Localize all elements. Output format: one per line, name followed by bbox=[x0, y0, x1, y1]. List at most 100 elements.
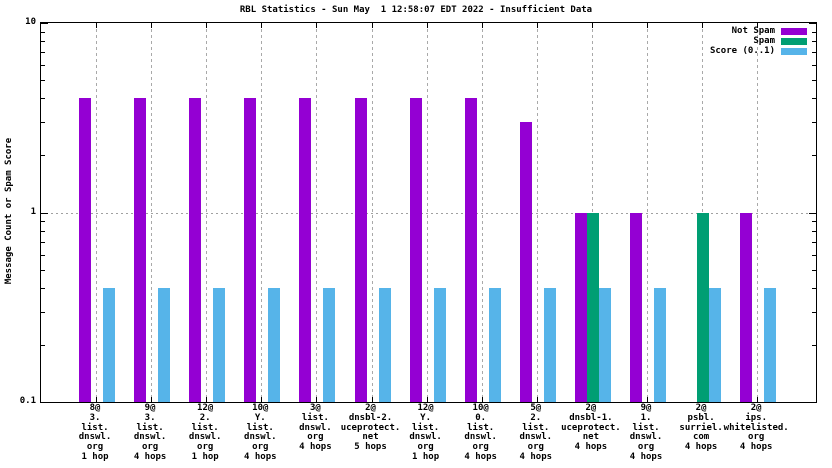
x-tick-label-line: Y. bbox=[254, 412, 266, 423]
x-tick-mark bbox=[481, 397, 483, 402]
x-tick-label-line: 10@ bbox=[472, 403, 489, 413]
bar-not-spam bbox=[354, 98, 367, 402]
x-tick-label-line: surriel. bbox=[679, 422, 723, 433]
legend: Not Spam Spam Score (0..1) bbox=[40, 26, 807, 56]
y-tick-mark bbox=[41, 269, 45, 271]
x-tick-mark bbox=[316, 23, 318, 28]
bar-not-spam bbox=[630, 212, 642, 402]
x-tick-label-line: 1. bbox=[640, 412, 652, 423]
x-tick-label-line: dnswl. bbox=[78, 432, 112, 443]
x-tick-label-line: list. bbox=[136, 422, 164, 433]
y-tick-mark bbox=[812, 269, 816, 271]
x-tick-mark bbox=[151, 397, 153, 402]
y-tick-mark bbox=[812, 311, 816, 313]
x-tick-label-line: Y. bbox=[420, 412, 432, 423]
x-tick-label-line: 4 hops bbox=[629, 451, 663, 462]
y-tick-mark bbox=[41, 31, 45, 33]
x-tick-mark bbox=[261, 23, 263, 28]
x-tick-label-line: 0. bbox=[475, 412, 487, 423]
y-tick-mark bbox=[41, 65, 45, 67]
bar-not-spam bbox=[299, 98, 312, 402]
y-tick-label: 0.1 bbox=[19, 396, 36, 406]
x-tick-label-line: dnswl. bbox=[244, 432, 277, 443]
x-tick-label: 12@ Y. list. dnswl. org 1 hop bbox=[409, 403, 442, 463]
x-tick-label-line: dnswl. bbox=[519, 432, 553, 443]
x-tick-label-line: 4 hops bbox=[739, 442, 773, 453]
x-tick-label: 9@ 1. list. dnswl. org 4 hops bbox=[629, 403, 663, 463]
x-tick-mark bbox=[481, 23, 483, 28]
x-tick-label-line: list. bbox=[191, 422, 219, 433]
x-tick-label-line: list. bbox=[246, 422, 274, 433]
x-tick-label-line: org bbox=[307, 432, 324, 443]
x-tick-label: 9@ 3. list. dnswl. org 4 hops bbox=[133, 403, 167, 463]
x-tick-mark bbox=[647, 397, 648, 402]
x-tick-mark bbox=[371, 23, 373, 28]
x-tick-mark bbox=[757, 397, 759, 402]
bar-not-spam bbox=[244, 98, 257, 402]
x-tick-mark bbox=[96, 23, 97, 28]
x-tick-label-line: 5 hops bbox=[354, 442, 387, 453]
x-tick-label-line: org bbox=[472, 442, 489, 453]
x-tick-label-line: 5@ bbox=[530, 403, 542, 413]
x-tick-label-line: list. bbox=[467, 422, 495, 433]
y-tick-mark bbox=[812, 80, 816, 82]
x-tick-label-line: 3. bbox=[144, 412, 156, 423]
x-tick-label-line: 2@ bbox=[585, 403, 597, 413]
bar-not-spam bbox=[740, 212, 753, 402]
x-tick-label-line: net bbox=[362, 432, 379, 443]
y-tick-label: 1 bbox=[30, 206, 36, 217]
x-tick-label-line: 12@ bbox=[417, 403, 434, 413]
x-tick-label-line: psbl. bbox=[687, 412, 715, 423]
x-tick-label-line: uceprotect. bbox=[340, 422, 401, 433]
y-tick-mark bbox=[41, 155, 45, 157]
y-tick-mark bbox=[41, 98, 45, 100]
x-tick-mark bbox=[426, 397, 428, 402]
y-tick-mark bbox=[812, 52, 816, 54]
bar-not-spam bbox=[79, 98, 91, 402]
x-tick-label-line: org bbox=[141, 442, 159, 453]
y-tick-mark bbox=[812, 230, 816, 232]
x-tick-label-line: net bbox=[582, 432, 600, 443]
bar-score-0-1- bbox=[433, 287, 446, 402]
y-tick-mark bbox=[809, 212, 816, 214]
x-tick-label-line: list. bbox=[522, 422, 550, 433]
bar-score-0-1- bbox=[323, 287, 336, 402]
y-tick-mark bbox=[812, 221, 816, 223]
bar-score-0-1- bbox=[598, 287, 611, 402]
bar-spam bbox=[697, 212, 710, 402]
x-tick-label-line: 2. bbox=[530, 412, 542, 423]
bar-not-spam bbox=[409, 98, 422, 402]
bar-score-0-1- bbox=[764, 287, 777, 402]
x-tick-label-line: dnswl. bbox=[629, 432, 663, 443]
bar-score-0-1- bbox=[103, 287, 115, 402]
bar-score-0-1- bbox=[709, 287, 722, 402]
x-tick-label-line: dnswl. bbox=[133, 432, 167, 443]
y-tick-mark bbox=[812, 254, 816, 256]
x-tick-label-line: 4 hops bbox=[133, 451, 167, 462]
x-tick-label: 10@ 0. list. dnswl. org 4 hops bbox=[464, 403, 497, 463]
y-tick-mark bbox=[812, 122, 816, 124]
bar-score-0-1- bbox=[654, 287, 666, 402]
y-tick-mark bbox=[41, 80, 45, 82]
legend-row: Score (0..1) bbox=[40, 46, 807, 56]
y-tick-mark bbox=[812, 65, 816, 67]
x-tick-mark bbox=[261, 397, 263, 402]
bar-score-0-1- bbox=[488, 287, 501, 402]
y-tick-mark bbox=[41, 311, 45, 313]
y-tick-mark bbox=[812, 98, 816, 100]
x-tick-mark bbox=[426, 23, 428, 28]
x-tick-mark bbox=[757, 23, 759, 28]
y-tick-mark bbox=[41, 241, 45, 243]
x-tick-label-line: dnsbl-2. bbox=[348, 412, 393, 423]
x-tick-label: 2@ dnsbl-2. uceprotect. net 5 hops bbox=[340, 403, 401, 453]
y-tick-mark bbox=[41, 254, 45, 256]
y-tick-mark bbox=[41, 122, 45, 124]
x-tick-label-line: org bbox=[748, 432, 765, 443]
bar-score-0-1- bbox=[543, 287, 556, 402]
x-tick-label: 12@ 2. list. dnswl. org 1 hop bbox=[189, 403, 222, 463]
legend-row: Not Spam bbox=[40, 26, 807, 36]
y-tick-mark bbox=[809, 402, 816, 403]
x-tick-label-line: 2. bbox=[199, 412, 211, 423]
legend-swatch-spam bbox=[781, 37, 807, 45]
